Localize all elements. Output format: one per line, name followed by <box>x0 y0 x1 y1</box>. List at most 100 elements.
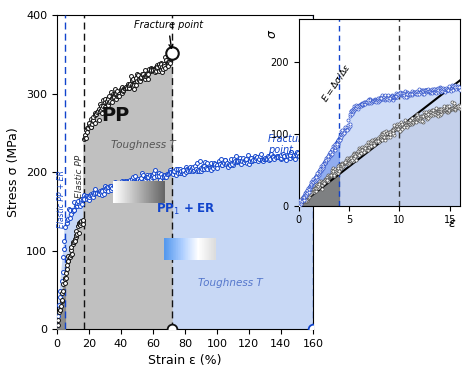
Point <box>117 86 124 92</box>
Point <box>312 184 320 190</box>
Point <box>179 169 187 175</box>
Point <box>82 135 90 141</box>
Point <box>289 154 296 160</box>
Point <box>418 113 426 119</box>
Point <box>451 84 458 90</box>
Point <box>341 160 349 166</box>
Point <box>435 109 442 115</box>
Point <box>344 160 351 166</box>
Point <box>158 64 166 70</box>
Point <box>324 153 332 159</box>
Point <box>215 159 222 165</box>
X-axis label: Strain ε (%): Strain ε (%) <box>148 355 222 367</box>
Point <box>269 155 277 161</box>
Point <box>69 251 76 257</box>
Point <box>182 164 190 170</box>
Point <box>318 181 326 187</box>
Point <box>87 124 94 130</box>
Point <box>346 122 354 128</box>
Point <box>169 54 176 60</box>
Point <box>370 137 378 143</box>
Point <box>340 130 347 136</box>
Point <box>370 141 378 147</box>
Point <box>77 220 84 226</box>
Point <box>437 111 445 117</box>
Point <box>388 94 396 99</box>
Point <box>419 119 427 125</box>
Point <box>367 140 374 146</box>
Point <box>396 91 404 97</box>
Point <box>311 175 319 181</box>
Point <box>125 179 133 185</box>
Point <box>386 134 394 140</box>
Point <box>294 150 301 156</box>
Point <box>375 98 383 104</box>
Point <box>321 178 329 184</box>
Point <box>318 181 325 187</box>
Point <box>176 169 183 175</box>
Point <box>315 178 322 184</box>
Point <box>373 139 380 145</box>
Point <box>388 92 395 98</box>
Point <box>152 168 159 174</box>
Point <box>173 166 180 172</box>
Point <box>413 91 421 96</box>
Point <box>273 153 281 159</box>
Point <box>431 86 438 92</box>
Point <box>242 156 250 162</box>
Point <box>156 177 164 183</box>
Point <box>397 128 404 134</box>
Point <box>409 120 417 126</box>
Point <box>80 192 88 198</box>
Point <box>283 152 291 158</box>
Point <box>160 63 168 69</box>
Point <box>416 88 423 94</box>
Point <box>397 89 404 95</box>
Point <box>60 238 68 244</box>
Point <box>423 110 430 116</box>
Point <box>153 62 161 68</box>
Point <box>423 89 430 95</box>
Point <box>369 140 377 146</box>
Point <box>358 100 366 106</box>
Point <box>414 114 422 120</box>
Point <box>224 160 231 166</box>
Point <box>384 134 392 140</box>
Point <box>342 157 350 163</box>
Point <box>349 158 356 164</box>
Point <box>64 262 71 268</box>
Point <box>154 64 161 70</box>
Point <box>443 88 451 94</box>
Point <box>378 96 385 102</box>
Point <box>433 87 440 93</box>
Point <box>431 108 439 114</box>
Point <box>442 107 449 113</box>
Point <box>316 168 323 174</box>
Point <box>91 186 99 191</box>
Point <box>404 122 412 128</box>
Point <box>258 157 265 163</box>
Point <box>317 168 324 174</box>
Point <box>266 156 274 162</box>
Point <box>227 162 234 168</box>
Point <box>453 104 460 110</box>
Point <box>433 109 440 115</box>
Point <box>435 108 443 114</box>
Point <box>438 88 445 94</box>
Point <box>445 87 452 93</box>
Point <box>101 104 109 110</box>
Point <box>331 143 339 149</box>
Point <box>382 131 389 137</box>
Point <box>323 174 331 180</box>
Point <box>342 159 349 165</box>
Point <box>338 127 346 133</box>
Point <box>240 159 247 165</box>
Point <box>451 82 458 88</box>
Point <box>306 190 313 196</box>
Point <box>405 91 413 97</box>
Point <box>259 158 266 164</box>
Point <box>372 136 379 142</box>
Point <box>454 104 462 110</box>
Point <box>347 157 355 163</box>
Point <box>347 157 355 163</box>
